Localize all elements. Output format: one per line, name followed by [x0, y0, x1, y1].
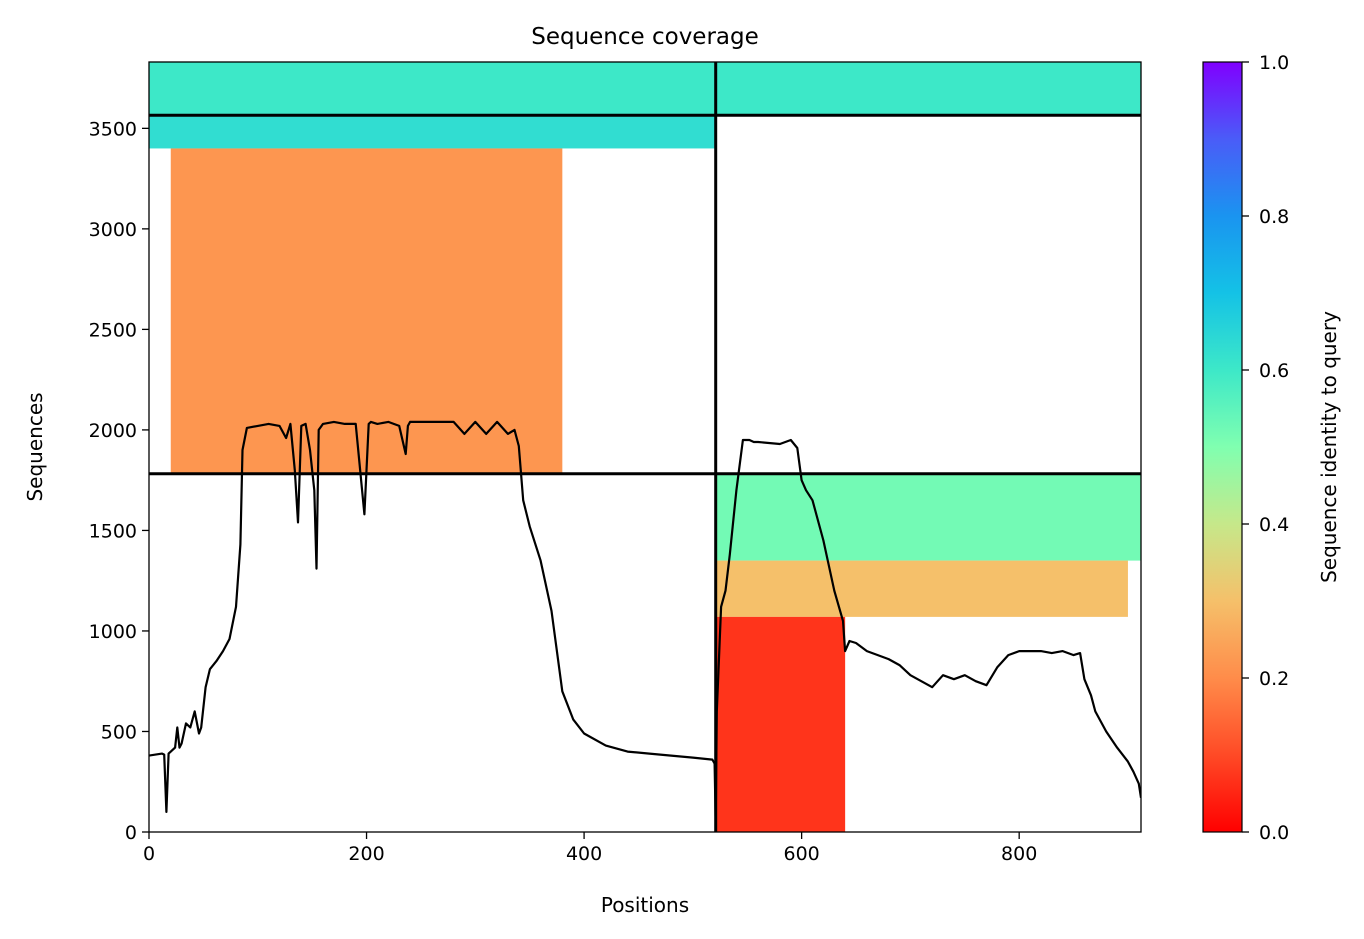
x-tick-label: 0	[143, 843, 155, 865]
coverage-blocks	[149, 62, 1141, 832]
x-tick-label: 400	[566, 843, 602, 865]
x-axis: 0 200 400 600 800	[143, 832, 1037, 865]
y-tick-label: 0	[125, 822, 137, 844]
coverage-block	[715, 62, 1141, 116]
colorbar-tick-label: 0.2	[1259, 668, 1289, 690]
y-tick-label: 1500	[89, 520, 137, 542]
y-tick-label: 500	[101, 721, 137, 743]
plot-frame	[148, 61, 1142, 833]
colorbar-label: Sequence identity to query	[1317, 311, 1341, 583]
colorbar-ticks: 0.0 0.2 0.4 0.6 0.8 1.0	[1242, 52, 1289, 844]
colorbar-tick-label: 1.0	[1259, 52, 1289, 74]
coverage-block	[715, 616, 846, 832]
chart-title: Sequence coverage	[531, 24, 759, 50]
coverage-block	[170, 148, 563, 474]
colorbar-tick-label: 0.0	[1259, 822, 1289, 844]
y-tick-label: 3000	[89, 219, 137, 241]
colorbar-tick-label: 0.6	[1259, 360, 1289, 382]
colorbar	[1202, 61, 1243, 833]
x-tick-label: 600	[783, 843, 819, 865]
x-tick-label: 200	[348, 843, 384, 865]
y-axis: 0 500 1000 1500 2000 2500 3000 3500	[89, 118, 149, 844]
x-tick-label: 800	[1001, 843, 1037, 865]
coverage-block	[149, 62, 716, 116]
y-axis-label: Sequences	[23, 392, 47, 501]
y-tick-label: 2500	[89, 319, 137, 341]
y-tick-label: 3500	[89, 118, 137, 140]
x-axis-label: Positions	[601, 893, 689, 917]
chain-boundaries	[149, 62, 1141, 832]
colorbar-tick-label: 0.8	[1259, 206, 1289, 228]
coverage-block	[149, 115, 716, 149]
y-tick-label: 2000	[89, 420, 137, 442]
coverage-block	[715, 560, 1128, 617]
coverage-line	[149, 420, 1141, 823]
colorbar-tick-label: 0.4	[1259, 514, 1289, 536]
y-tick-label: 1000	[89, 621, 137, 643]
coverage-block	[715, 473, 1141, 561]
